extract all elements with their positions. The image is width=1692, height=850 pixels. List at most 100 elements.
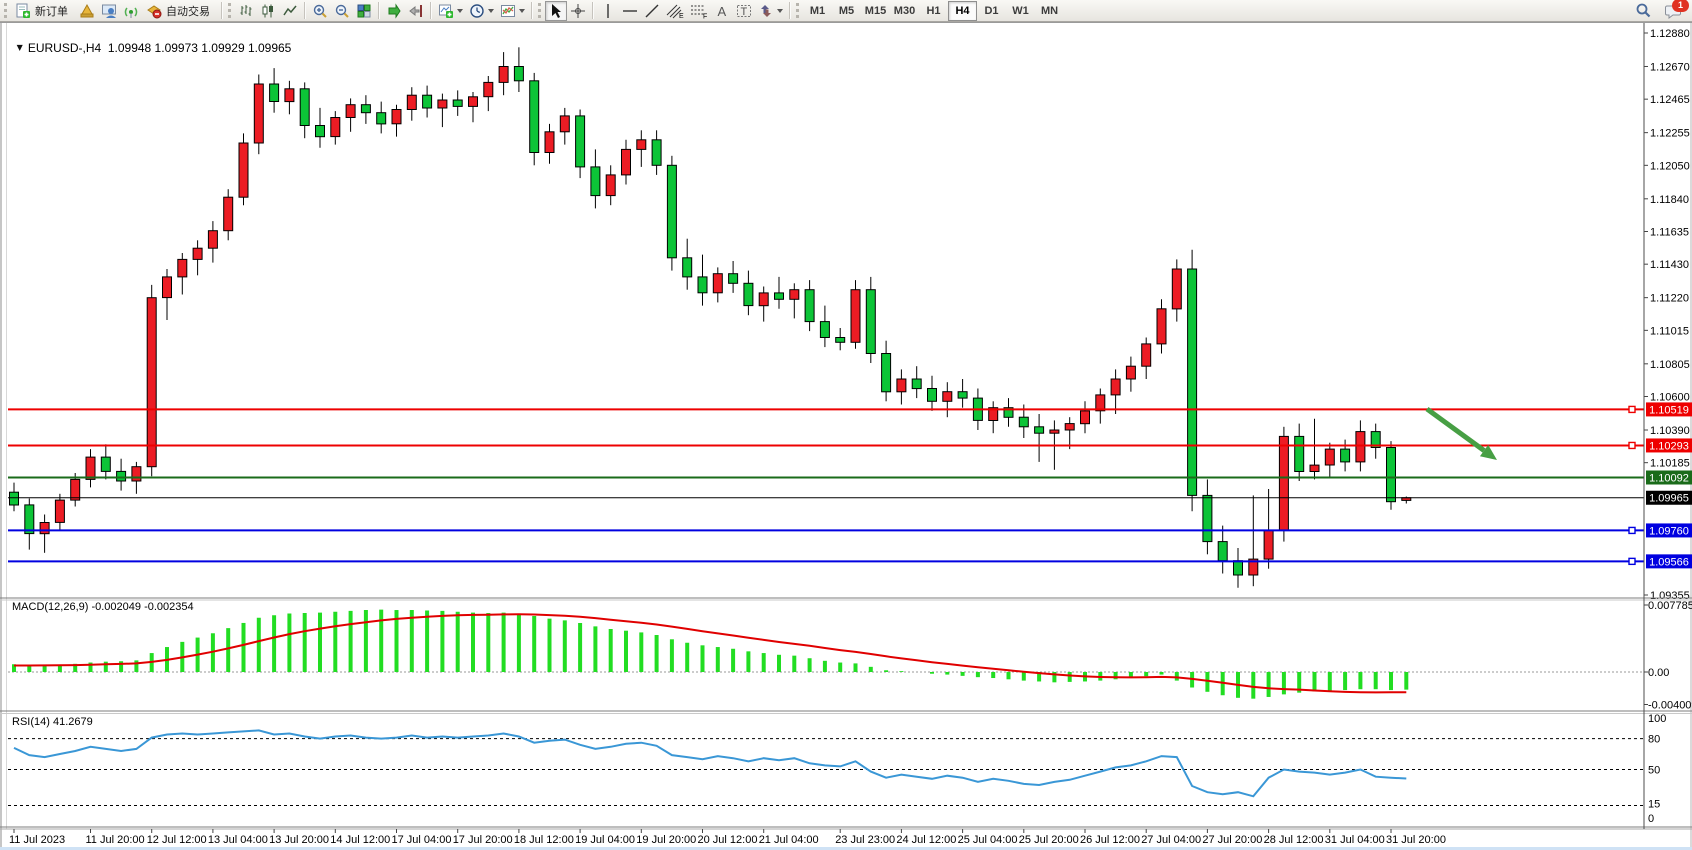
main-toolbar: 新订单 自动交易 [0,0,1692,22]
price-axis-label: 1.12670 [1650,61,1690,73]
candle-bullish [1171,259,1182,322]
candle-bearish [819,305,830,348]
zoom-in-button[interactable] [309,1,331,21]
candle-bullish [70,473,81,507]
cursor-arrow-icon [552,3,561,18]
chart-shift-button[interactable] [405,1,427,21]
candle-bearish [422,85,433,118]
macd-axis-label: -0.004009 [1648,700,1692,712]
new-order-button[interactable]: 新订单 [11,1,76,21]
trend-arrow-head[interactable] [1479,444,1497,460]
candle-bullish [146,284,157,477]
timeframe-button-d1[interactable]: D1 [977,1,1006,21]
price-axis-label: 1.10805 [1650,359,1690,371]
crosshair-button[interactable] [567,1,589,21]
candle-bearish [804,280,815,332]
candle-bullish [192,240,203,276]
chevron-down-icon [519,8,525,13]
horizontal-line-button[interactable] [619,1,641,21]
timeframe-button-m1[interactable]: M1 [803,1,832,21]
rsi-axis-label: 15 [1648,799,1660,811]
fibonacci-button[interactable]: F [687,1,711,21]
bar-chart-button[interactable] [235,1,257,21]
timeframe-button-h4[interactable]: H4 [948,0,977,21]
timeframe-button-m5[interactable]: M5 [832,1,861,21]
community-button[interactable] [98,1,120,21]
price-axis-label: 1.11430 [1650,259,1689,271]
text-button[interactable]: A [711,1,733,21]
line-drag-handle[interactable] [1628,557,1636,566]
equidistant-channel-button[interactable]: E [663,1,687,21]
price-line-label-text: 1.09566 [1649,556,1689,568]
autotrading-button[interactable]: 自动交易 [142,1,218,21]
candle-bullish [1095,388,1106,424]
candle-bearish [452,90,463,116]
candle-bearish [865,276,876,363]
arrow-shapes-button[interactable] [755,1,786,21]
periods-button[interactable] [466,1,497,21]
time-axis-label: 26 Jul 12:00 [1080,834,1140,846]
metaeditor-button[interactable] [76,1,98,21]
notifications-button[interactable]: 1 [1661,0,1689,21]
time-axis-label: 18 Jul 12:00 [514,834,574,846]
time-axis-label: 12 Jul 12:00 [147,834,207,846]
candle-bearish [651,130,662,175]
trend-arrow-shaft[interactable] [1425,406,1486,453]
candle-bullish [605,165,616,206]
price-line-label-text: 1.09965 [1649,493,1689,505]
candle-bullish [177,253,188,295]
price-line-label [1646,402,1692,417]
candle-bearish [575,109,586,179]
price-axis-label: 1.11220 [1650,293,1689,305]
candle-bullish [758,286,769,322]
time-axis-label: 27 Jul 20:00 [1202,834,1262,846]
candlestick-chart-button[interactable] [257,1,279,21]
timeframe-button-m30[interactable]: M30 [890,1,919,21]
candle-bullish [1125,356,1136,392]
symbol-title: EURUSD-,H4 [27,41,102,55]
svg-text:T: T [741,6,748,18]
autotrading-icon [147,4,162,18]
chevron-down-icon [457,8,463,13]
candle-bearish [100,444,111,480]
candle-bullish [330,111,341,145]
price-line-label-text: 1.10519 [1649,404,1689,416]
tile-windows-button[interactable] [353,1,375,21]
line-chart-button[interactable] [279,1,301,21]
cursor-button[interactable] [545,0,567,21]
indicators-button[interactable] [435,1,466,21]
price-axis-label: 1.10390 [1650,425,1690,437]
timeframe-button-m15[interactable]: M15 [861,1,890,21]
vertical-line-button[interactable] [597,1,619,21]
price-line-label [1646,438,1692,453]
auto-scroll-button[interactable] [383,1,405,21]
line-drag-handle[interactable] [1628,526,1636,535]
line-drag-handle[interactable] [1628,405,1636,414]
rsi-indicator-label: RSI(14) 41.2679 [12,716,93,728]
crosshair-icon [571,3,585,18]
svg-text:F: F [703,13,707,19]
search-button[interactable] [1632,1,1655,21]
timeframe-button-w1[interactable]: W1 [1006,1,1035,21]
autotrading-label: 自动交易 [166,5,210,18]
candle-bearish [682,238,693,290]
time-axis-label: 19 Jul 04:00 [575,834,635,846]
zoom-out-button[interactable] [331,1,353,21]
text-label-button[interactable]: T [733,1,755,21]
templates-button[interactable] [497,1,528,21]
collapse-triangle-icon[interactable]: ▼ [16,43,23,52]
timeframe-button-h1[interactable]: H1 [919,1,948,21]
candle-bearish [513,47,524,92]
new-order-label: 新订单 [35,5,68,18]
signals-button[interactable] [120,1,142,21]
line-drag-handle[interactable] [1628,441,1636,450]
price-line-label [1646,554,1692,569]
window-bottom-edge [0,847,1692,850]
macd-axis-label: 0.00 [1648,667,1669,679]
trendline-button[interactable] [641,1,663,21]
price-axis-label: 1.09355 [1650,590,1690,602]
candle-bearish [1187,249,1198,512]
candle-bearish [116,458,127,491]
timeframe-button-mn[interactable]: MN [1035,1,1064,21]
